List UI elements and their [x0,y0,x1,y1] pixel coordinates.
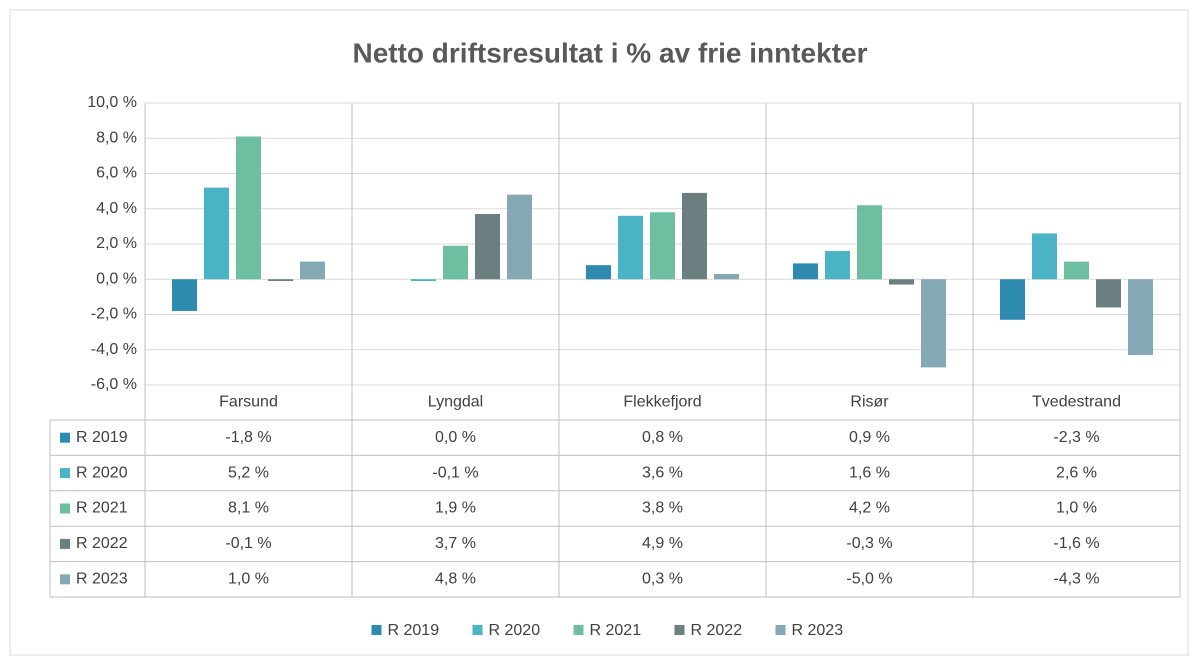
legend-key [60,538,70,549]
y-tick-label: -4,0 % [91,341,137,358]
bar [1032,233,1057,280]
table-cell: -0,1 % [432,464,478,481]
table-cell: 4,9 % [642,535,683,552]
chart-border [9,9,1189,656]
table-cell: 0,3 % [642,571,683,588]
legend-key [60,468,70,479]
table-cell: 1,6 % [849,464,890,481]
table-cell: -0,3 % [846,535,892,552]
bar [411,279,436,282]
bar [236,136,261,280]
y-tick-label: 4,0 % [96,200,137,217]
x-tick-label: Flekkefjord [623,394,701,411]
bar [204,187,229,280]
table-cell: 8,1 % [228,500,269,517]
legend-key [775,625,786,635]
table-cell: 1,9 % [435,500,476,517]
y-tick-label: 0,0 % [96,270,137,287]
bar [825,251,850,280]
table-cell: -4,3 % [1053,571,1099,588]
bar [682,192,707,280]
y-tick-label: 10,0 % [87,94,137,111]
legend-key [60,574,70,585]
legend-label: R 2022 [691,622,743,639]
table-cell: 4,8 % [435,571,476,588]
legend-key [573,625,584,635]
bar [793,263,818,280]
bar [1128,279,1153,356]
table-cell: -2,3 % [1053,429,1099,446]
table-row-label: R 2019 [76,429,128,446]
bar [507,194,532,280]
table-cell: 0,9 % [849,429,890,446]
x-tick-label: Risør [850,394,889,411]
legend-label: R 2019 [388,622,440,639]
bar [1000,279,1025,320]
table-cell: 2,6 % [1056,464,1097,481]
legend-key [674,625,685,635]
bar [586,265,611,280]
table-cell: 1,0 % [1056,500,1097,517]
legend-label: R 2021 [590,622,642,639]
bar [889,279,914,285]
y-tick-label: -6,0 % [91,376,137,393]
legend-key [60,432,70,443]
bar [618,215,643,280]
bar [1096,279,1121,308]
y-tick-label: 2,0 % [96,235,137,252]
table-cell: 1,0 % [228,571,269,588]
table-row-label: R 2022 [76,535,128,552]
bar [857,205,882,280]
y-tick-label: 8,0 % [96,129,137,146]
table-cell: -5,0 % [846,571,892,588]
bar [268,279,293,282]
table-cell: 0,8 % [642,429,683,446]
table-cell: 3,8 % [642,500,683,517]
bar [300,261,325,280]
table-row-label: R 2021 [76,500,128,517]
table-row-label: R 2023 [76,571,128,588]
table-cell: -0,1 % [225,535,271,552]
bar [172,279,197,311]
chart-title: Netto driftsresultat i % av frie inntekt… [352,37,867,68]
x-tick-label: Lyngdal [428,394,483,411]
legend-key [371,625,382,635]
bar [1064,261,1089,280]
table-cell: 3,7 % [435,535,476,552]
x-tick-label: Farsund [219,394,278,411]
legend-key [60,503,70,514]
bar [650,212,675,280]
legend-label: R 2023 [792,622,844,639]
table-cell: 0,0 % [435,429,476,446]
legend-key [472,625,483,635]
table-cell: 3,6 % [642,464,683,481]
y-tick-label: 6,0 % [96,165,137,182]
bar [443,245,468,280]
table-cell: 5,2 % [228,464,269,481]
bar [714,273,739,280]
legend-label: R 2020 [489,622,541,639]
bar [921,279,946,368]
table-cell: -1,8 % [225,429,271,446]
x-tick-label: Tvedestrand [1032,394,1121,411]
bar [475,214,500,280]
y-tick-label: -2,0 % [91,306,137,323]
table-cell: 4,2 % [849,500,890,517]
table-cell: -1,6 % [1053,535,1099,552]
table-row-label: R 2020 [76,464,128,481]
